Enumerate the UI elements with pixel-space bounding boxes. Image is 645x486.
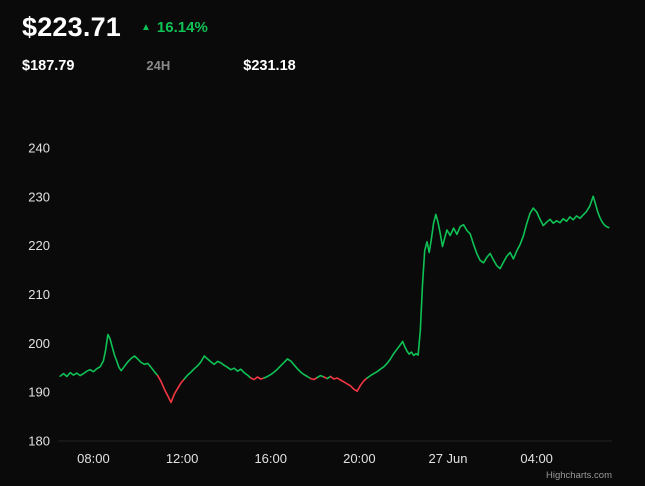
range-high-value: $231.18 xyxy=(243,58,296,74)
price-line-segment xyxy=(59,333,159,378)
y-axis-label: 220 xyxy=(28,238,50,253)
price-header: $223.71 ▲ 16.14% $187.79 24H $231.18 xyxy=(0,0,645,100)
price-change-badge: ▲ 16.14% xyxy=(141,19,208,36)
price-line-segment xyxy=(263,358,312,380)
current-price: $223.71 xyxy=(22,12,121,42)
y-axis-label: 180 xyxy=(28,434,50,449)
price-line-segment xyxy=(250,376,265,381)
x-axis-label: 08:00 xyxy=(77,451,110,466)
price-line-segment xyxy=(366,195,610,379)
x-axis-label: 20:00 xyxy=(343,451,376,466)
price-chart-canvas[interactable]: 180 190 200 210 220 230 240 08:00 12:00 16:00 20:0… xyxy=(0,106,645,486)
y-axis-label: 210 xyxy=(28,287,50,302)
price-line-segment xyxy=(183,355,252,380)
highcharts-credits-link[interactable]: Highcharts.com xyxy=(546,470,612,481)
x-axis-label: 16:00 xyxy=(254,451,287,466)
x-axis-label: 12:00 xyxy=(166,451,199,466)
price-line-segment xyxy=(156,374,186,404)
range-low-value: $187.79 xyxy=(22,58,75,74)
x-axis-label: 27 Jun xyxy=(428,451,467,466)
up-triangle-icon: ▲ xyxy=(141,21,151,33)
x-axis-label: 04:00 xyxy=(520,451,553,466)
y-axis-label: 190 xyxy=(28,385,50,400)
price-line-segment xyxy=(316,374,325,379)
range-period-label: 24H xyxy=(146,58,171,73)
y-axis-label: 200 xyxy=(28,336,50,351)
price-chart[interactable]: 180 190 200 210 220 230 240 08:00 12:00 16:00 20:0… xyxy=(0,106,645,486)
price-line-segment xyxy=(309,376,319,381)
y-axis-label: 240 xyxy=(28,141,50,156)
y-axis-label: 230 xyxy=(28,189,50,204)
change-percent: 16.14% xyxy=(156,19,208,36)
price-line-segment xyxy=(329,375,368,392)
